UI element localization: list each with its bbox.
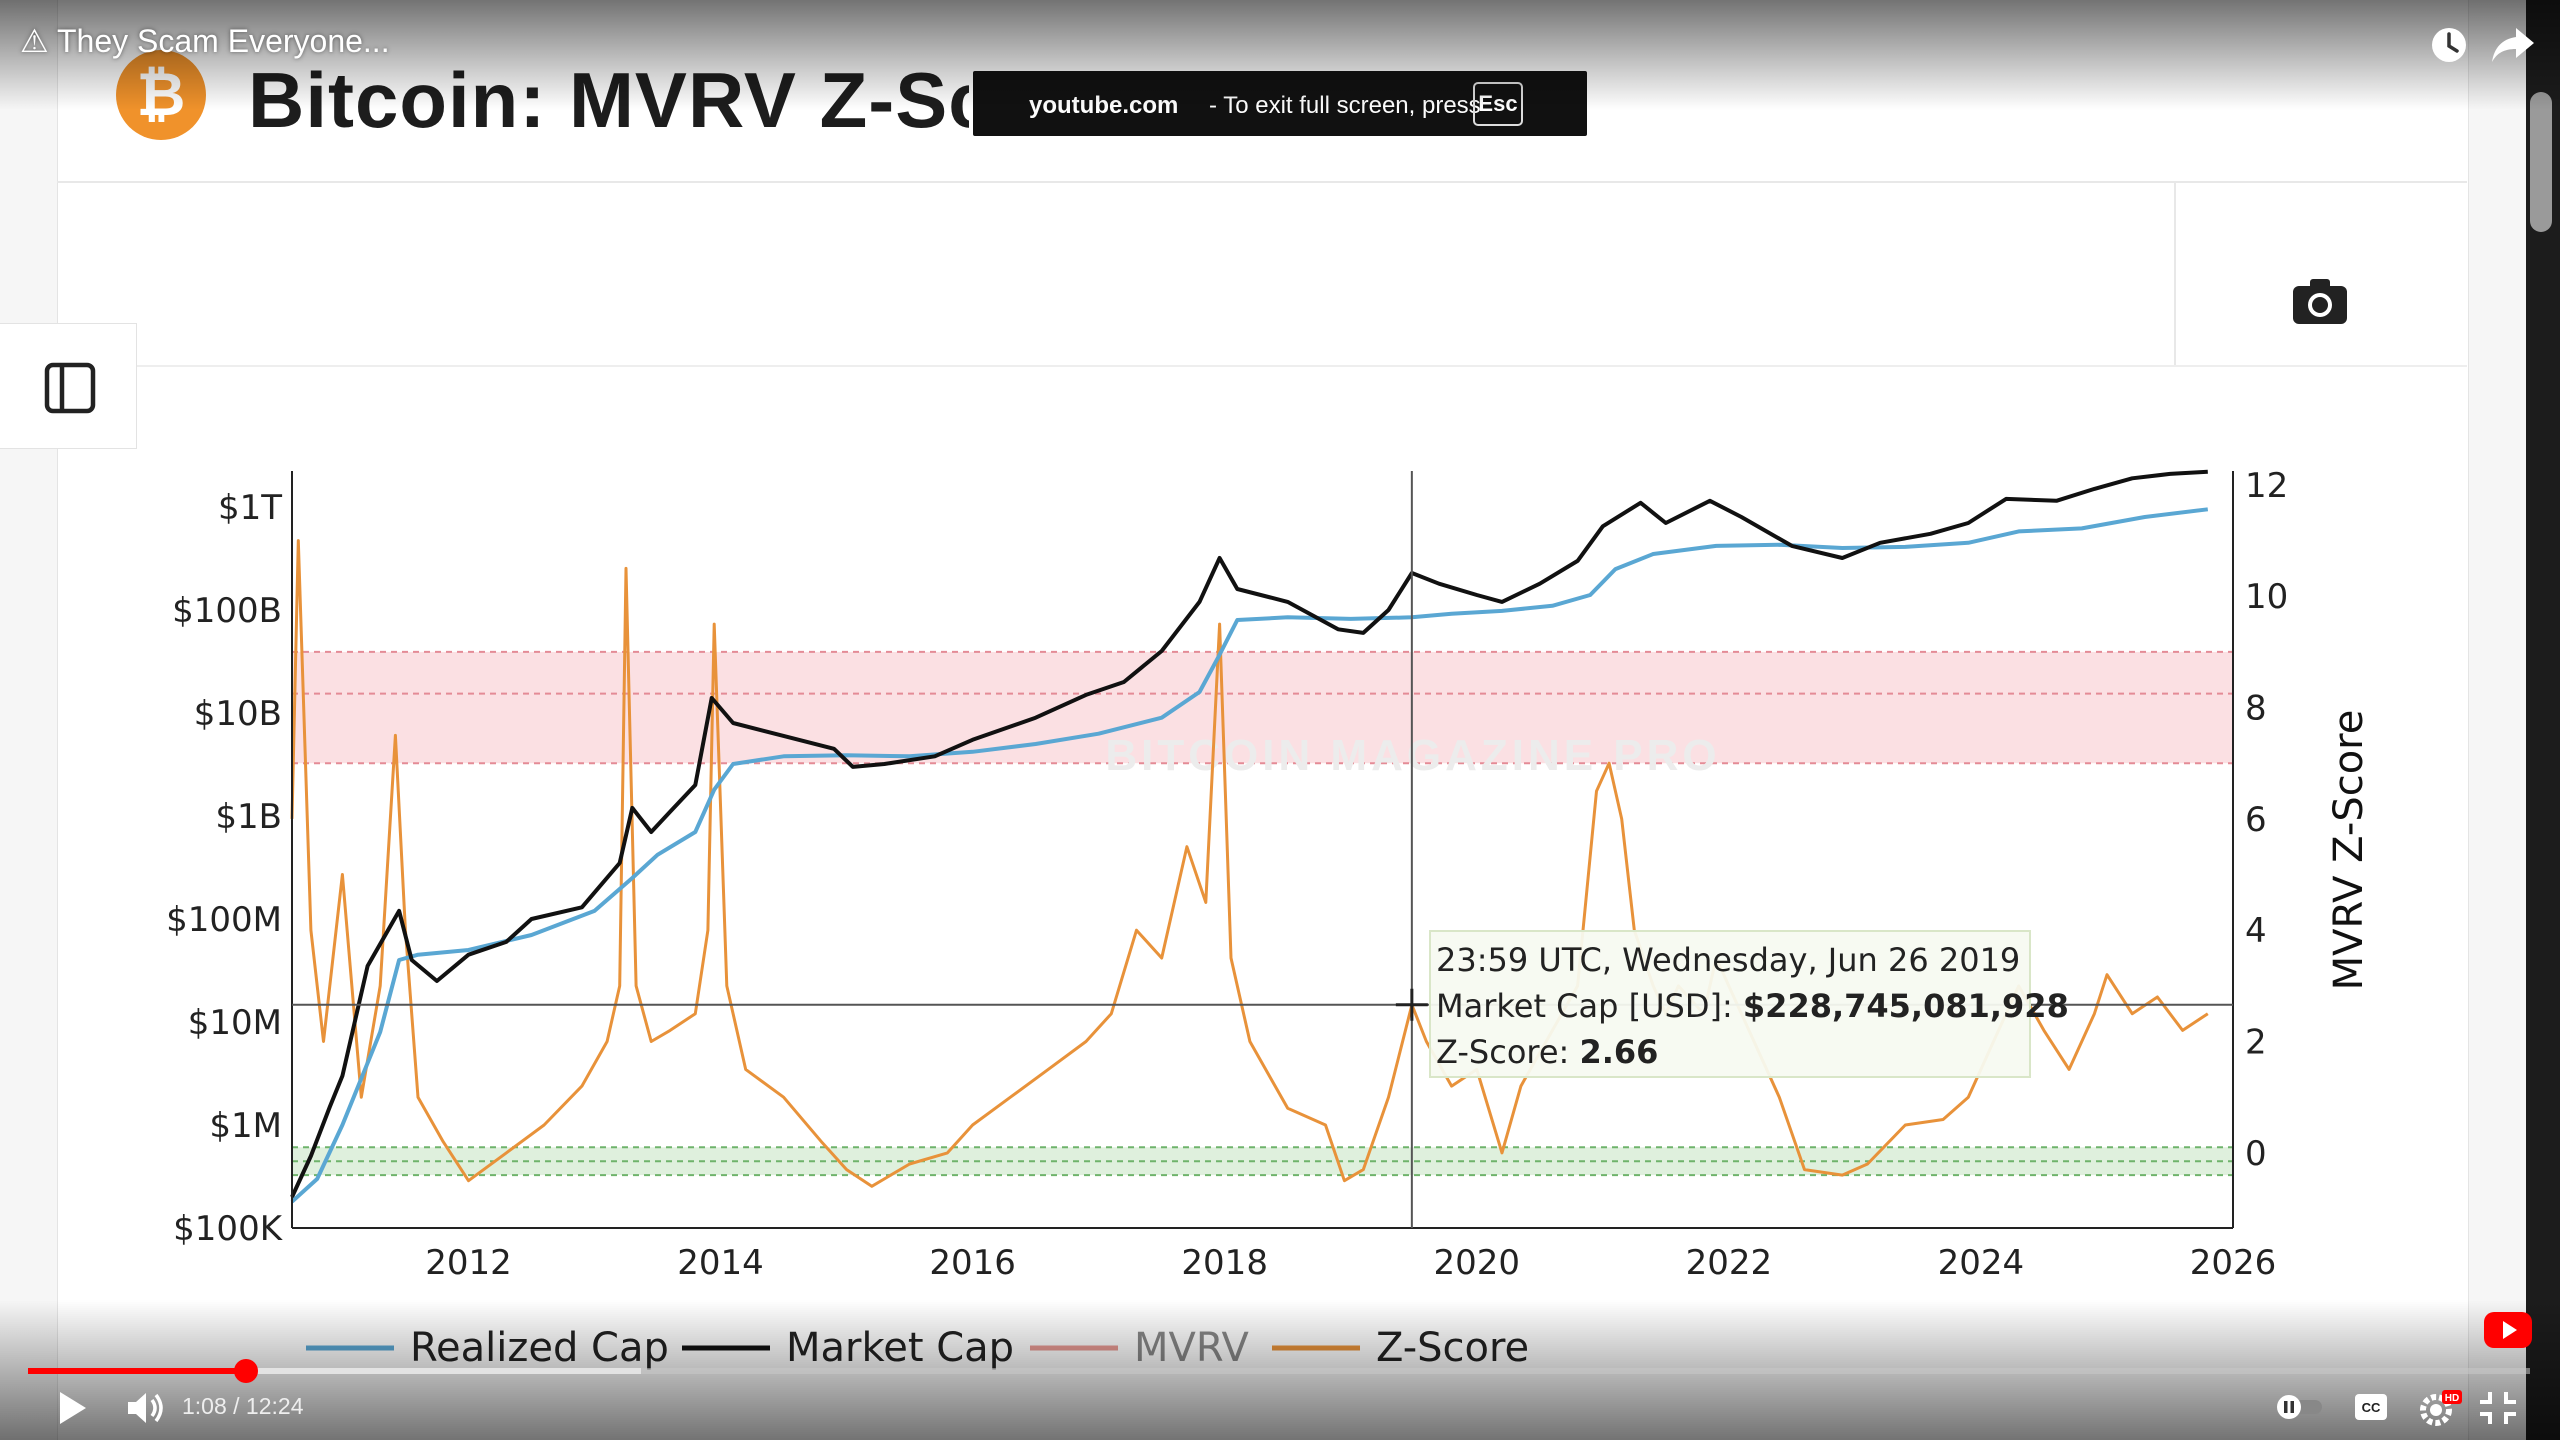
fullscreen-exit-notice: youtube.com - To exit full screen, press… (969, 67, 1591, 140)
svg-text:HD: HD (2445, 1393, 2459, 1404)
notice-message: - To exit full screen, press (1209, 92, 1481, 119)
overvalued-band (292, 651, 2233, 764)
tooltip-date: 23:59 UTC, Wednesday, Jun 26 2019 (1436, 941, 2020, 979)
page-scrollbar[interactable] (2526, 0, 2560, 1440)
legend-item-label: Z-Score (1376, 1325, 1529, 1371)
subtitles-button[interactable]: CC (2354, 1393, 2388, 1421)
settings-button[interactable]: HD (2418, 1388, 2462, 1428)
crosshair-cursor-icon (1395, 988, 1428, 1021)
tooltip-market-cap: Market Cap [USD]: $228,745,081,928 (1436, 987, 2069, 1025)
x-axis-tick-label: 2012 (425, 1243, 512, 1283)
warning-icon: ⚠ (20, 23, 49, 59)
plot-area (292, 471, 2233, 1228)
progress-buffered (28, 1368, 641, 1374)
exit-fullscreen-icon (2480, 1392, 2516, 1424)
volume-icon (128, 1393, 163, 1423)
x-axis-tick-label: 2018 (1181, 1243, 1268, 1283)
tooltip-market-cap-value: $228,745,081,928 (1743, 987, 2069, 1025)
play-icon (60, 1392, 86, 1424)
channel-watermark-button[interactable] (2482, 1306, 2534, 1358)
sidebar-toggle-icon (44, 362, 96, 414)
clock-icon (2432, 28, 2466, 62)
right-axis-tick-label: 4 (2245, 911, 2267, 951)
left-axis-tick-label: $1B (215, 797, 282, 837)
x-axis-tick-label: 2026 (2190, 1243, 2277, 1283)
left-axis-tick-label: $1M (209, 1106, 282, 1146)
x-axis-tick-label: 2022 (1686, 1243, 1773, 1283)
legend-item-label: Realized Cap (410, 1325, 669, 1371)
scrollbar-thumb[interactable] (2530, 92, 2552, 232)
youtube-subscribe-icon (2484, 1312, 2532, 1348)
share-icon (2492, 28, 2534, 62)
left-axis-tick-label: $100B (172, 591, 282, 631)
time-display: 1:08 / 12:24 (182, 1393, 304, 1419)
left-axis-tick-label: $1T (218, 488, 282, 528)
tooltip-zscore-value: 2.66 (1579, 1033, 1658, 1071)
right-axis-tick-label: 6 (2245, 800, 2267, 840)
gear-icon: HD (2420, 1390, 2462, 1426)
tooltip-market-cap-label: Market Cap [USD]: (1436, 987, 1743, 1025)
right-axis-tick-label: 0 (2245, 1134, 2267, 1174)
share-button[interactable] (2490, 24, 2536, 66)
autoplay-toggle-icon (2277, 1395, 2322, 1419)
play-button[interactable] (50, 1386, 94, 1430)
camera-icon (2293, 279, 2347, 324)
title-divider (57, 181, 2467, 183)
esc-key-badge: Esc (1473, 82, 1523, 126)
watch-later-button[interactable] (2428, 24, 2470, 66)
download-chart-button[interactable] (2290, 272, 2350, 332)
mute-button[interactable] (124, 1388, 168, 1428)
right-axis-tick-label: 12 (2245, 466, 2288, 506)
progress-scrubber[interactable] (234, 1359, 258, 1383)
svg-text:CC: CC (2362, 1400, 2381, 1415)
video-title[interactable]: ⚠ They Scam Everyone... (20, 22, 390, 60)
left-axis-tick-label: $100K (173, 1209, 284, 1249)
video-title-text: They Scam Everyone... (57, 23, 390, 59)
right-axis-title: MVRV Z-Score (2326, 710, 2372, 991)
notice-host: youtube.com (1029, 92, 1179, 119)
watermark-text: BITCOIN MAGAZINE PRO (1105, 731, 1720, 780)
x-axis-tick-label: 2016 (929, 1243, 1016, 1283)
series-line-z-score (290, 539, 2209, 1188)
right-axis-tick-label: 8 (2245, 689, 2267, 729)
tooltip-zscore-label: Z-Score: (1436, 1033, 1579, 1071)
autoplay-toggle[interactable] (2274, 1394, 2326, 1420)
cc-icon: CC (2355, 1394, 2387, 1420)
legend-item-label: MVRV (1134, 1325, 1249, 1371)
x-axis-tick-label: 2014 (677, 1243, 764, 1283)
progress-bar-track[interactable] (28, 1368, 2530, 1374)
toolbar-separator (2174, 183, 2176, 365)
tooltip-zscore: Z-Score: 2.66 (1436, 1033, 1658, 1071)
progress-played (28, 1368, 246, 1374)
exit-fullscreen-button[interactable] (2478, 1390, 2518, 1426)
left-axis-tick-label: $10M (188, 1003, 282, 1043)
series-line-market-cap (290, 469, 2208, 1198)
toolbar-divider (57, 365, 2467, 367)
tooltip-box (1429, 930, 2031, 1078)
right-axis-tick-label: 10 (2245, 577, 2288, 617)
x-axis-tick-label: 2024 (1938, 1243, 2025, 1283)
legend-item-label: Market Cap (786, 1325, 1014, 1371)
right-axis-tick-label: 2 (2245, 1023, 2267, 1063)
x-axis-tick-label: 2020 (1434, 1243, 1521, 1283)
left-axis-tick-label: $10B (194, 694, 282, 734)
sidebar-toggle-button[interactable] (0, 323, 137, 449)
left-axis-tick-label: $100M (166, 900, 282, 940)
